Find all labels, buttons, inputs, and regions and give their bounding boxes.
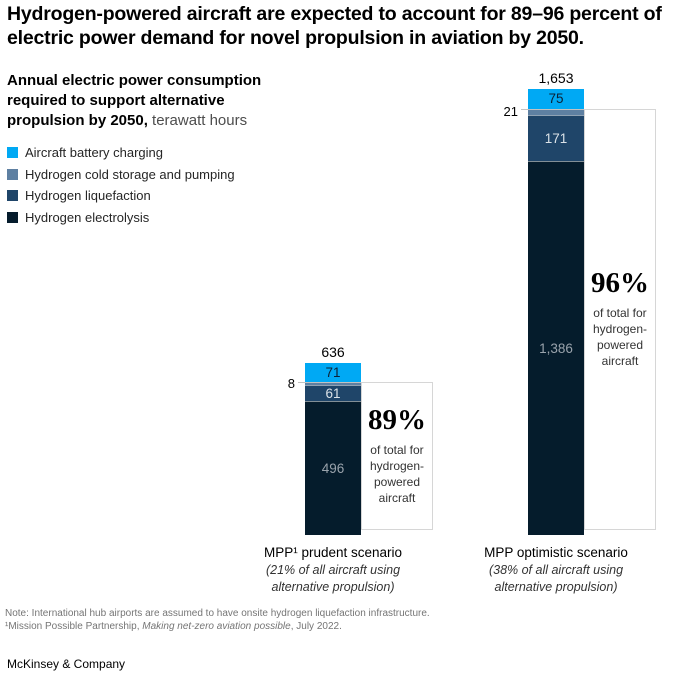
subtitle-line-2: required to support alternative [7, 92, 225, 109]
category-subtext: alternative propulsion) [271, 579, 395, 594]
bar-segment [305, 382, 361, 385]
title-line-1: Hydrogen-powered aircraft are expected t… [7, 3, 662, 25]
subtitle-bold-tail: propulsion by 2050, [7, 112, 148, 129]
bar-segment: 1,386 [528, 160, 584, 535]
percent-caption: of total for hydrogen-powered aircraft [370, 442, 424, 506]
category-subtext: (38% of all aircraft using [488, 563, 624, 577]
percent-callout: 89% of total for hydrogen-powered aircraft [361, 382, 433, 530]
legend-label: Hydrogen liquefaction [25, 188, 151, 204]
footnote-source: ¹Mission Possible Partnership, Making ne… [5, 620, 430, 633]
category-name: MPP optimistic scenario [484, 545, 628, 560]
percent-caption-line: powered [373, 475, 420, 490]
legend-swatch-icon [7, 147, 18, 159]
percent-caption: of total for hydrogen-powered aircraft [593, 305, 647, 369]
legend-label: Aircraft battery charging [25, 145, 164, 161]
footnote-note: Note: International hub airports are ass… [5, 608, 430, 619]
legend-item-electrolysis: Hydrogen electrolysis [7, 207, 235, 229]
chart-subtitle: Annual electric power consumption requir… [7, 71, 261, 131]
category-subtext: alternative propulsion) [494, 579, 618, 594]
percent-caption-line: of total for [593, 306, 647, 321]
legend-item-liquefaction: Hydrogen liquefaction [7, 185, 235, 207]
percent-caption-line: hydrogen- [592, 322, 648, 337]
callout-leader-line [298, 382, 361, 384]
stacked-bar: 71 61 496 [305, 363, 361, 535]
legend-label: Hydrogen electrolysis [25, 210, 150, 226]
legend-item-cold-storage: Hydrogen cold storage and pumping [7, 164, 235, 186]
category-label: MPP optimistic scenario (38% of all aircr… [461, 545, 651, 595]
bar-segment: 496 [305, 401, 361, 535]
percent-callout: 96% of total for hydrogen-powered aircraft [584, 108, 656, 530]
bar-total-value: 636 [321, 344, 345, 361]
bar-segment: 171 [528, 114, 584, 161]
legend: Aircraft battery charging Hydrogen cold … [7, 142, 235, 228]
bar-total-value: 1,653 [538, 69, 574, 86]
footnote-source-prefix: ¹Mission Possible Partnership, [5, 621, 143, 632]
percent-value: 89% [368, 404, 426, 437]
percent-value: 96% [591, 267, 649, 300]
category-name: MPP¹ prudent scenario [263, 545, 403, 560]
category-subtext: (21% of all aircraft using [265, 563, 401, 577]
percent-caption-line: hydrogen- [369, 459, 425, 474]
brand-wordmark: McKinsey & Company [7, 657, 126, 671]
percent-caption-line: aircraft [601, 354, 639, 369]
page-title: Hydrogen-powered aircraft are expected t… [7, 2, 662, 50]
bar-segment: 75 [528, 88, 584, 109]
stacked-bar: 75 171 1,386 [528, 88, 584, 535]
percent-caption-line: aircraft [378, 491, 416, 506]
legend-item-battery-charging: Aircraft battery charging [7, 142, 235, 164]
callout-leader-line [521, 108, 584, 110]
legend-swatch-icon [7, 212, 18, 224]
bar-segment [528, 108, 584, 115]
bar-segment: 61 [305, 384, 361, 402]
bar-segment-value-outside: 21 [503, 103, 518, 119]
category-label: MPP¹ prudent scenario (21% of all aircraf… [238, 545, 428, 595]
footnote-source-suffix: , July 2022. [290, 621, 342, 632]
percent-caption-line: powered [596, 338, 643, 353]
subtitle-line-3: propulsion by 2050, terawatt hours [7, 111, 261, 131]
percent-caption-line: of total for [370, 443, 424, 458]
bar-segment-value-outside: 8 [287, 375, 295, 391]
legend-swatch-icon [7, 168, 18, 180]
subtitle-unit: terawatt hours [147, 112, 248, 129]
subtitle-line-1: Annual electric power consumption [7, 72, 262, 89]
legend-swatch-icon [7, 190, 18, 202]
legend-label: Hydrogen cold storage and pumping [25, 166, 235, 182]
title-line-2: electric power demand for novel propulsi… [7, 27, 584, 49]
footnote: Note: International hub airports are ass… [5, 607, 430, 633]
footnote-source-title: Making net-zero aviation possible [142, 621, 291, 632]
bar-segment: 71 [305, 363, 361, 383]
